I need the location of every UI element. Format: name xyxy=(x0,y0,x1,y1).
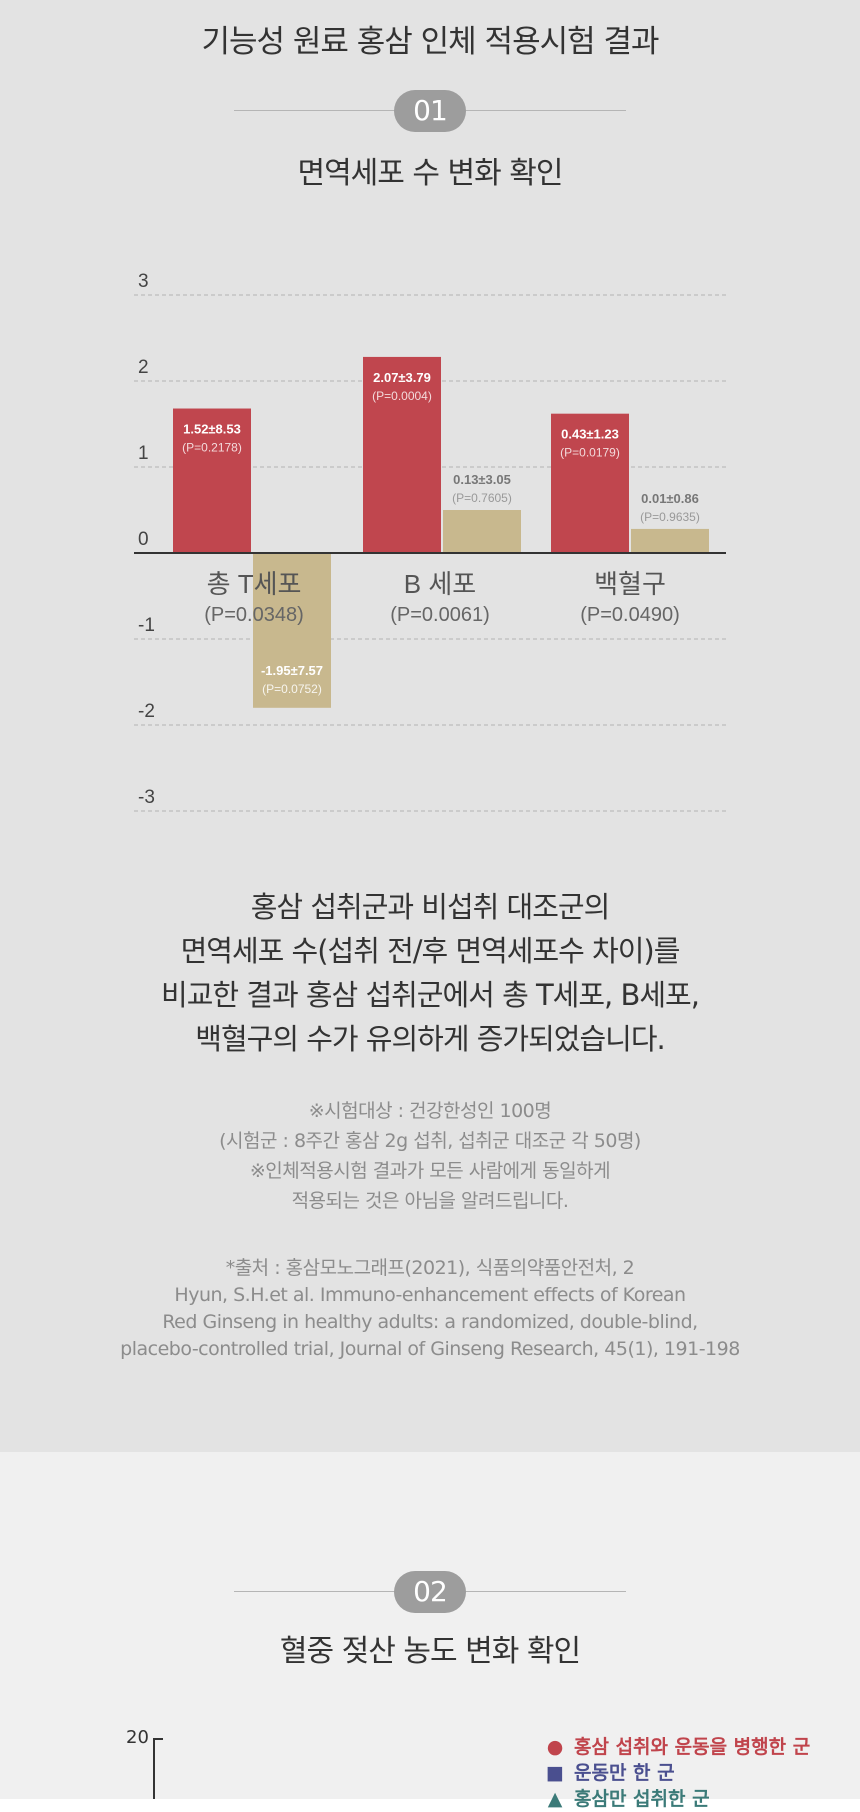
note-line: ※시험대상 : 건강한성인 100명 xyxy=(308,1100,552,1122)
source-line: placebo-controlled trial, Journal of Gin… xyxy=(120,1338,740,1360)
source-citation: *출처 : 홍삼모노그래프(2021), 식품의약품안전처, 2 Hyun, S… xyxy=(60,1255,800,1363)
section-badge-01: 01 xyxy=(394,90,466,132)
bar-control xyxy=(253,553,331,708)
bar-control xyxy=(631,528,709,553)
y-tick-label: -1 xyxy=(138,615,155,636)
legend-label: 운동만 한 군 xyxy=(574,1762,675,1784)
data-label: 2.07±3.79 xyxy=(373,370,431,385)
data-label: 1.52±8.53 xyxy=(183,422,241,437)
data-label: 0.13±3.05 xyxy=(453,472,511,487)
data-label-pvalue: (P=0.0179) xyxy=(560,446,620,460)
note-line: 적용되는 것은 아님을 알려드립니다. xyxy=(291,1190,569,1212)
description-line: 홍삼 섭취군과 비섭취 대조군의 xyxy=(250,890,611,924)
category-label: 백혈구 xyxy=(594,569,666,599)
legend-item: ▲ 홍삼만 섭취한 군 xyxy=(546,1786,810,1812)
page-title: 기능성 원료 홍삼 인체 적용시험 결과 xyxy=(201,24,659,60)
legend-label: 홍삼 섭취와 운동을 병행한 군 xyxy=(574,1736,811,1758)
lactate-y-tick-mark xyxy=(153,1738,163,1740)
note-line: ※인체적용시험 결과가 모든 사람에게 동일하게 xyxy=(249,1160,611,1182)
y-tick-label: -2 xyxy=(138,701,155,722)
result-description: 홍삼 섭취군과 비섭취 대조군의 면역세포 수(섭취 전/후 면역세포수 차이)… xyxy=(80,885,780,1061)
data-label: 0.43±1.23 xyxy=(561,427,619,442)
data-label-pvalue: (P=0.9635) xyxy=(640,510,700,524)
description-line: 비교한 결과 홍삼 섭취군에서 총 T세포, B세포, xyxy=(161,978,700,1012)
category-label: 총 T세포 xyxy=(207,569,302,599)
category-pvalue: (P=0.0348) xyxy=(204,604,304,626)
square-icon: ■ xyxy=(546,1762,564,1784)
lactate-section xyxy=(0,1452,860,1799)
y-tick-label: 2 xyxy=(138,357,149,378)
legend-label: 홍삼만 섭취한 군 xyxy=(574,1788,710,1810)
category-pvalue: (P=0.0490) xyxy=(580,604,680,626)
lactate-y-tick: 20 xyxy=(126,1727,149,1748)
section1-subtitle: 면역세포 수 변화 확인 xyxy=(297,156,563,191)
data-label-pvalue: (P=0.2178) xyxy=(182,441,242,455)
immune-cell-chart: 3 2 1 0 -1 -2 -3 1.52±8.53 (P=0.2178) 2.07±3.79 (P… xyxy=(134,271,726,812)
circle-icon: ● xyxy=(546,1736,564,1758)
source-line: *출처 : 홍삼모노그래프(2021), 식품의약품안전처, 2 xyxy=(225,1257,635,1279)
legend-item: ■ 운동만 한 군 xyxy=(546,1760,810,1786)
description-line: 면역세포 수(섭취 전/후 면역세포수 차이)를 xyxy=(180,934,681,968)
legend-item: ● 홍삼 섭취와 운동을 병행한 군 xyxy=(546,1734,811,1760)
category-pvalue: (P=0.0061) xyxy=(390,604,490,626)
bar-ginseng xyxy=(551,413,629,553)
triangle-icon: ▲ xyxy=(547,1788,563,1810)
y-tick-label: -3 xyxy=(138,787,155,808)
bar-ginseng xyxy=(363,356,441,553)
lactate-legend: ● 홍삼 섭취와 운동을 병행한 군 ■ 운동만 한 군 ▲ 홍삼만 섭취한 군 xyxy=(546,1734,810,1812)
source-line: Red Ginseng in healthy adults: a randomi… xyxy=(162,1311,698,1333)
section2-subtitle: 혈중 젖산 농도 변화 확인 xyxy=(279,1634,581,1669)
data-label-pvalue: (P=0.0004) xyxy=(372,389,432,403)
y-tick-label: 0 xyxy=(138,529,149,550)
bar-control xyxy=(443,510,521,553)
bar-ginseng xyxy=(173,408,251,553)
section-badge-02: 02 xyxy=(394,1571,466,1613)
data-label: -1.95±7.57 xyxy=(261,663,323,678)
data-label-pvalue: (P=0.0752) xyxy=(262,682,322,696)
y-tick-label: 3 xyxy=(138,271,149,292)
category-label: B 세포 xyxy=(404,569,476,599)
note-line: (시험군 : 8주간 홍삼 2g 섭취, 섭취군 대조군 각 50명) xyxy=(219,1130,641,1152)
data-label: 0.01±0.86 xyxy=(641,491,699,506)
source-line: Hyun, S.H.et al. Immuno-enhancement effe… xyxy=(174,1284,686,1306)
data-label-pvalue: (P=0.7605) xyxy=(452,491,512,505)
y-tick-label: 1 xyxy=(138,443,149,464)
lactate-y-axis xyxy=(153,1738,155,1799)
description-line: 백혈구의 수가 유의하게 증가되었습니다. xyxy=(195,1022,665,1056)
immune-section xyxy=(0,0,860,1452)
trial-note: ※시험대상 : 건강한성인 100명 (시험군 : 8주간 홍삼 2g 섭취, … xyxy=(60,1096,800,1216)
